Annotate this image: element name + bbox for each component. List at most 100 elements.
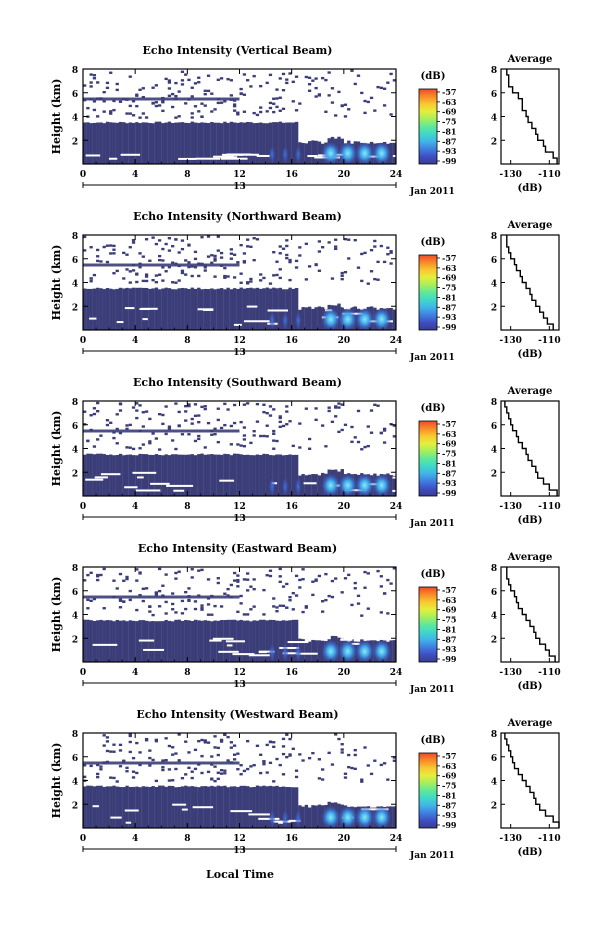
echo-cell bbox=[115, 288, 119, 330]
y-tick-label: 8 bbox=[72, 564, 78, 574]
echo-cell bbox=[171, 746, 175, 749]
echo-cell bbox=[232, 579, 237, 582]
echo-cell bbox=[206, 123, 211, 164]
echo-cell bbox=[184, 73, 188, 76]
echo-cell bbox=[105, 419, 110, 422]
echo-cell bbox=[187, 404, 191, 408]
heatmap-cells bbox=[83, 235, 396, 330]
echo-cell bbox=[340, 104, 344, 107]
echo-cell bbox=[151, 86, 155, 89]
echo-cell bbox=[157, 258, 162, 262]
echo-cell bbox=[246, 402, 250, 405]
echo-cell bbox=[255, 113, 260, 117]
echo-cell bbox=[334, 247, 338, 251]
echo-cell bbox=[337, 430, 341, 434]
echo-cell bbox=[285, 239, 289, 242]
profile-x-label: (dB) bbox=[518, 515, 543, 526]
echo-cell bbox=[193, 105, 198, 108]
echo-cell bbox=[144, 454, 149, 496]
echo-cell bbox=[294, 259, 299, 263]
echo-cell bbox=[105, 287, 110, 330]
echo-cell bbox=[190, 86, 194, 89]
day-label: 13 bbox=[233, 182, 246, 192]
echo-cell bbox=[96, 115, 100, 118]
echo-cell bbox=[321, 600, 325, 603]
echo-cell bbox=[210, 92, 214, 95]
echo-cell bbox=[138, 447, 142, 450]
echo-cell bbox=[350, 603, 354, 607]
echo-cell bbox=[246, 454, 250, 496]
echo-cell bbox=[275, 785, 279, 828]
echo-cell bbox=[92, 288, 97, 330]
echo-cell bbox=[187, 598, 191, 602]
echo-cell bbox=[86, 122, 90, 164]
echo-cell bbox=[213, 108, 217, 111]
echo-cell bbox=[301, 142, 305, 164]
echo-cell bbox=[363, 445, 367, 449]
echo-cell bbox=[219, 251, 224, 255]
echo-cell bbox=[294, 574, 299, 578]
echo-cell bbox=[174, 571, 178, 575]
echo-cell bbox=[268, 101, 273, 105]
echo-cell bbox=[206, 741, 211, 744]
echo-cell bbox=[232, 753, 237, 756]
profile-x-tick-label: -130 bbox=[499, 668, 522, 678]
echo-cell bbox=[265, 786, 269, 828]
echo-cell bbox=[246, 572, 250, 575]
echo-gap bbox=[132, 471, 157, 474]
echo-cell bbox=[249, 277, 253, 281]
echo-cell bbox=[164, 786, 168, 828]
echo-cell bbox=[278, 454, 283, 496]
echo-weak-cell bbox=[282, 810, 289, 827]
echo-cell bbox=[281, 745, 286, 748]
y-tick-label: 4 bbox=[72, 280, 78, 290]
echo-cell bbox=[128, 112, 132, 115]
echo-cell bbox=[128, 750, 132, 754]
echo-cell bbox=[236, 261, 240, 264]
echo-cell bbox=[190, 112, 194, 115]
echo-cell bbox=[105, 423, 110, 427]
echo-cell bbox=[105, 81, 110, 85]
echo-cell bbox=[255, 122, 260, 164]
echo-gap bbox=[120, 153, 141, 156]
profile-line bbox=[506, 567, 556, 662]
echo-cell bbox=[112, 579, 116, 582]
echo-cell bbox=[193, 82, 198, 85]
echo-cell bbox=[229, 121, 234, 164]
echo-cell bbox=[278, 786, 283, 828]
profile-title: Average bbox=[507, 386, 553, 397]
echo-cell bbox=[151, 786, 155, 828]
echo-cell bbox=[128, 446, 132, 449]
echo-cell bbox=[268, 73, 273, 77]
echo-cell bbox=[337, 737, 341, 741]
echo-cell bbox=[210, 254, 214, 257]
echo-cell bbox=[180, 79, 185, 82]
echo-cell bbox=[141, 599, 145, 603]
echo-cell bbox=[112, 436, 116, 440]
echo-cell bbox=[366, 764, 370, 767]
echo-cell bbox=[203, 405, 207, 408]
echo-cell bbox=[272, 432, 276, 435]
echo-streak bbox=[83, 97, 240, 101]
echo-cell bbox=[109, 122, 113, 164]
echo-cell bbox=[92, 122, 97, 164]
echo-cell bbox=[213, 454, 217, 496]
echo-cell bbox=[347, 765, 351, 769]
echo-cell bbox=[177, 279, 181, 282]
echo-cell bbox=[112, 122, 116, 164]
echo-cell bbox=[200, 738, 204, 742]
echo-weak-cell bbox=[282, 644, 289, 661]
echo-cell bbox=[291, 444, 295, 448]
echo-gap bbox=[307, 155, 318, 158]
echo-cell bbox=[174, 752, 178, 755]
echo-cell bbox=[369, 96, 374, 100]
echo-cell bbox=[112, 289, 116, 330]
echo-cell bbox=[203, 89, 207, 93]
echo-cell bbox=[203, 104, 207, 107]
echo-cell bbox=[151, 621, 155, 662]
echo-cell bbox=[272, 447, 276, 450]
echo-cell bbox=[311, 140, 315, 164]
echo-cell bbox=[249, 85, 253, 88]
echo-gap bbox=[351, 642, 360, 645]
echo-cell bbox=[246, 786, 250, 828]
